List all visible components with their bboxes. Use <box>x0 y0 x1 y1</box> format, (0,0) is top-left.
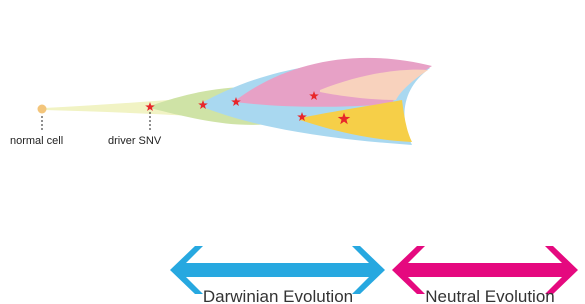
arrow-label: Neutral Evolution <box>425 287 554 304</box>
normal-cell-dot <box>38 105 47 114</box>
label: normal cell <box>10 135 63 147</box>
label: driver SNV <box>108 135 162 147</box>
arrow-label: Darwinian Evolution <box>203 287 353 304</box>
diagram: normal cell driver SNV Darwinian Evoluti… <box>0 0 585 304</box>
